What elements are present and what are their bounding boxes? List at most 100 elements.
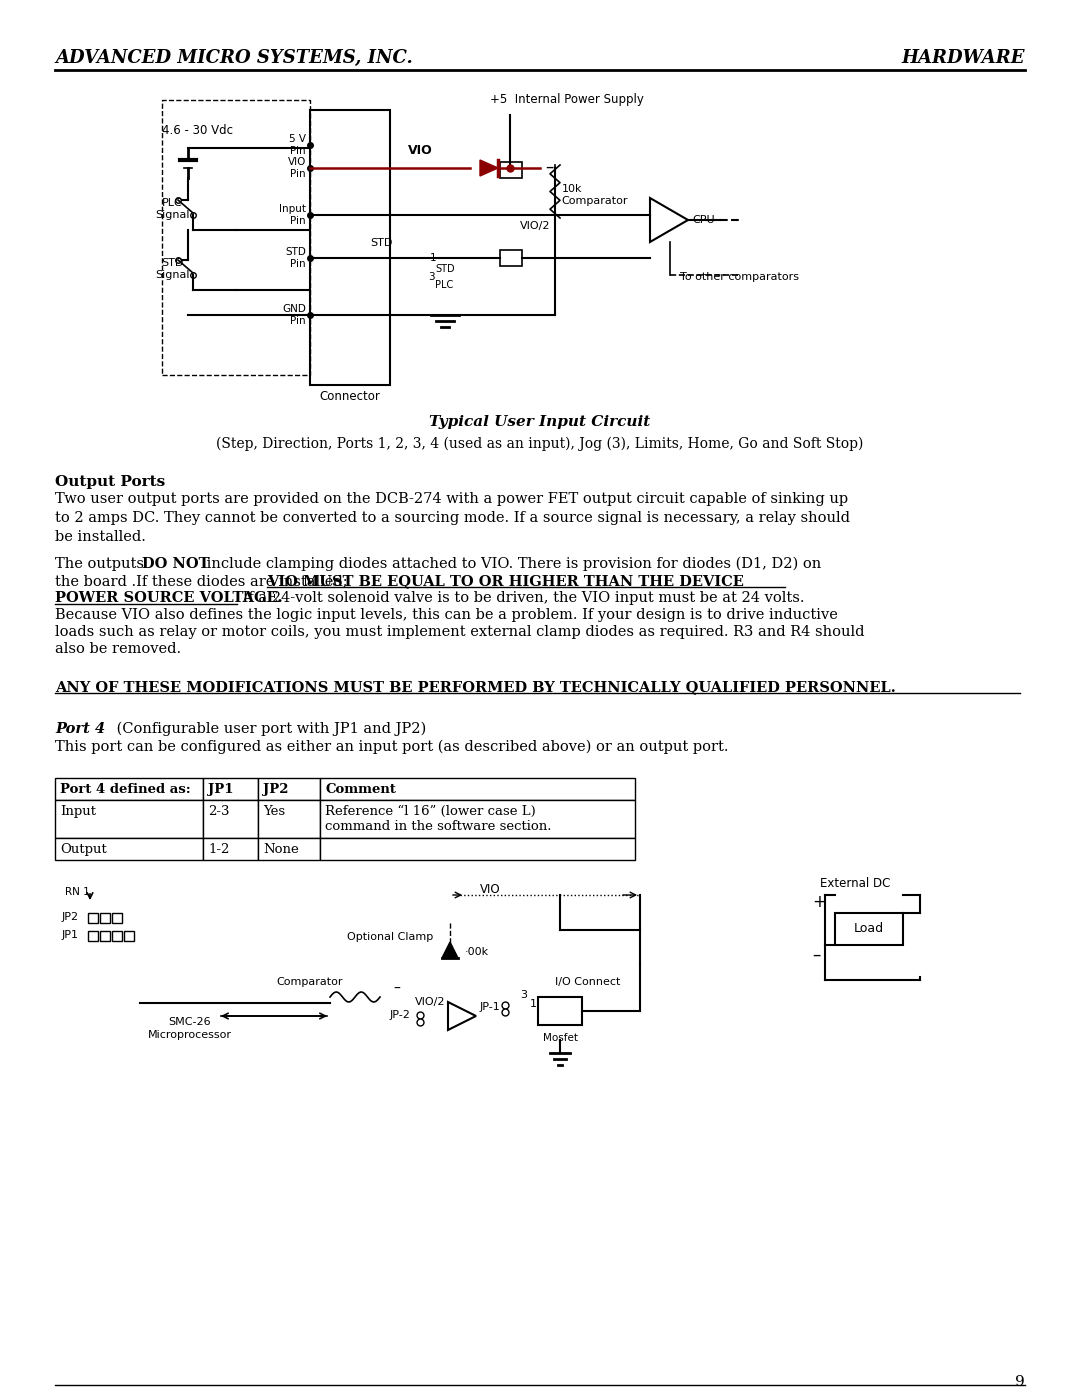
- Text: External DC: External DC: [820, 877, 890, 890]
- Text: STD: STD: [435, 264, 455, 274]
- Text: 2-3: 2-3: [208, 805, 229, 819]
- Text: Port 4 defined as:: Port 4 defined as:: [60, 782, 191, 796]
- Text: include clamping diodes attached to VIO. There is provision for diodes (D1, D2) : include clamping diodes attached to VIO.…: [202, 557, 821, 571]
- Text: 10k: 10k: [562, 184, 582, 194]
- Bar: [320, 800, 635, 838]
- Text: Reference “l 16” (lower case L): Reference “l 16” (lower case L): [325, 805, 536, 819]
- Text: VIO/2: VIO/2: [519, 221, 551, 231]
- Text: Mosfet: Mosfet: [542, 1032, 578, 1044]
- Text: JP1: JP1: [208, 782, 233, 796]
- Text: 3: 3: [428, 272, 434, 282]
- Text: JP2: JP2: [62, 912, 79, 922]
- Bar: [112, 914, 122, 923]
- Text: 3: 3: [519, 990, 527, 1000]
- Text: RN 1: RN 1: [65, 887, 90, 897]
- Text: VIO: VIO: [407, 144, 432, 156]
- Text: command in the software section.: command in the software section.: [325, 820, 552, 833]
- Polygon shape: [480, 161, 498, 176]
- Text: JP1: JP1: [62, 930, 79, 940]
- Text: 1: 1: [430, 253, 436, 263]
- Bar: [835, 914, 903, 944]
- Bar: [258, 838, 320, 861]
- Text: VIO MUST BE EQUAL TO OR HIGHER THAN THE DEVICE: VIO MUST BE EQUAL TO OR HIGHER THAN THE …: [267, 574, 744, 588]
- Bar: [55, 800, 203, 838]
- Text: (Configurable user port with JP1 and JP2): (Configurable user port with JP1 and JP2…: [112, 722, 427, 736]
- Text: If a 24-volt solenoid valve is to be driven, the VIO input must be at 24 volts.: If a 24-volt solenoid valve is to be dri…: [238, 591, 805, 605]
- Text: To other comparators: To other comparators: [680, 272, 799, 282]
- Text: Because VIO also defines the logic input levels, this can be a problem. If your : Because VIO also defines the logic input…: [55, 608, 838, 622]
- Text: SMC-26: SMC-26: [168, 1017, 212, 1027]
- Text: STD
Signal: STD Signal: [154, 258, 189, 279]
- Bar: [55, 838, 203, 861]
- Text: Output Ports: Output Ports: [55, 475, 165, 489]
- Text: ADVANCED MICRO SYSTEMS, INC.: ADVANCED MICRO SYSTEMS, INC.: [55, 49, 413, 67]
- Bar: [203, 838, 258, 861]
- Text: HARDWARE: HARDWARE: [902, 49, 1025, 67]
- Bar: [162, 101, 310, 374]
- Text: 5 V
Pin: 5 V Pin: [289, 134, 306, 156]
- Text: +5  Internal Power Supply: +5 Internal Power Supply: [490, 94, 644, 106]
- Text: STD
Pin: STD Pin: [285, 247, 306, 268]
- Text: PLC: PLC: [435, 279, 454, 291]
- Bar: [112, 930, 122, 942]
- Text: JP2: JP2: [264, 782, 288, 796]
- Text: JP-2: JP-2: [390, 1010, 410, 1020]
- Text: This port can be configured as either an input port (as described above) or an o: This port can be configured as either an…: [55, 740, 729, 754]
- Text: Comment: Comment: [325, 782, 396, 796]
- Text: +: +: [812, 893, 826, 911]
- Bar: [320, 838, 635, 861]
- Bar: [203, 800, 258, 838]
- Text: Two user output ports are provided on the DCB-274 with a power FET output circui: Two user output ports are provided on th…: [55, 492, 850, 543]
- Text: GND
Pin: GND Pin: [282, 305, 306, 326]
- Text: Port 4: Port 4: [55, 722, 105, 736]
- Polygon shape: [442, 942, 458, 958]
- Text: VIO: VIO: [480, 883, 501, 895]
- Text: Typical User Input Circuit: Typical User Input Circuit: [430, 415, 650, 429]
- Text: Input
Pin: Input Pin: [279, 204, 306, 226]
- Text: the board .If these diodes are installed;: the board .If these diodes are installed…: [55, 574, 352, 588]
- Bar: [203, 778, 258, 800]
- Text: PLC
Signal: PLC Signal: [154, 198, 189, 219]
- Bar: [500, 162, 522, 177]
- Text: Load: Load: [854, 922, 885, 936]
- Bar: [100, 914, 110, 923]
- Text: –: –: [545, 158, 553, 176]
- Text: Output: Output: [60, 842, 107, 856]
- Text: Microprocessor: Microprocessor: [148, 1030, 232, 1039]
- Text: ·00k: ·00k: [465, 947, 489, 957]
- Bar: [87, 930, 98, 942]
- Text: loads such as relay or motor coils, you must implement external clamp diodes as : loads such as relay or motor coils, you …: [55, 624, 864, 638]
- Bar: [258, 778, 320, 800]
- Text: also be removed.: also be removed.: [55, 643, 181, 657]
- Text: Input: Input: [60, 805, 96, 819]
- Text: JP-1: JP-1: [480, 1002, 501, 1011]
- Text: Connector: Connector: [320, 390, 380, 402]
- Text: 1-2: 1-2: [208, 842, 229, 856]
- Text: VIO
Pin: VIO Pin: [287, 158, 306, 179]
- Text: 1: 1: [530, 999, 537, 1009]
- Text: Yes: Yes: [264, 805, 285, 819]
- Text: 9: 9: [1015, 1375, 1025, 1389]
- Bar: [500, 250, 522, 265]
- Text: CPU: CPU: [692, 215, 715, 225]
- Bar: [320, 778, 635, 800]
- Bar: [538, 997, 582, 1025]
- Text: 4.6 - 30 Vdc: 4.6 - 30 Vdc: [162, 123, 233, 137]
- Text: Comparator: Comparator: [562, 196, 629, 205]
- Text: POWER SOURCE VOLTAGE.: POWER SOURCE VOLTAGE.: [55, 591, 283, 605]
- Bar: [100, 930, 110, 942]
- Bar: [258, 800, 320, 838]
- Text: ANY OF THESE MODIFICATIONS MUST BE PERFORMED BY TECHNICALLY QUALIFIED PERSONNEL.: ANY OF THESE MODIFICATIONS MUST BE PERFO…: [55, 680, 895, 694]
- Text: None: None: [264, 842, 299, 856]
- Text: STD: STD: [370, 237, 392, 249]
- Bar: [87, 914, 98, 923]
- Text: I/O Connect: I/O Connect: [555, 977, 620, 988]
- Text: DO NOT: DO NOT: [141, 557, 210, 571]
- Text: The outputs: The outputs: [55, 557, 149, 571]
- Text: (Step, Direction, Ports 1, 2, 3, 4 (used as an input), Jog (3), Limits, Home, Go: (Step, Direction, Ports 1, 2, 3, 4 (used…: [216, 437, 864, 451]
- Text: –: –: [812, 946, 821, 964]
- Bar: [124, 930, 134, 942]
- Text: Optional Clamp: Optional Clamp: [347, 932, 433, 942]
- Text: –: –: [393, 982, 400, 996]
- Text: VIO/2: VIO/2: [415, 997, 446, 1007]
